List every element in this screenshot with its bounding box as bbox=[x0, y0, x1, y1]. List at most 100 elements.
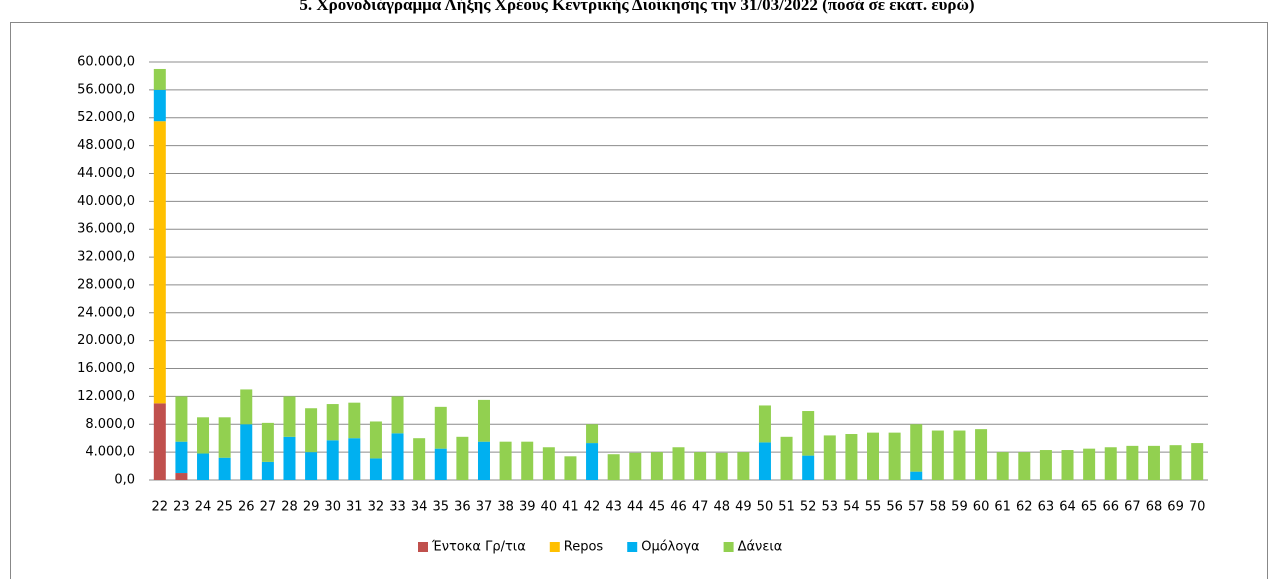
bar-segment bbox=[996, 452, 1009, 480]
x-tick-label: 66 bbox=[1102, 500, 1119, 515]
bar-segment bbox=[218, 457, 231, 480]
x-tick-label: 35 bbox=[432, 500, 449, 515]
x-tick-label: 42 bbox=[584, 500, 601, 515]
bar-segment bbox=[758, 442, 771, 480]
bar-segment bbox=[542, 447, 555, 480]
x-tick-label: 36 bbox=[454, 500, 471, 515]
bar-segment bbox=[780, 436, 793, 480]
bar-segment bbox=[240, 389, 253, 425]
x-tick-label: 23 bbox=[173, 500, 190, 515]
legend-swatch bbox=[418, 542, 428, 552]
x-tick-label: 58 bbox=[930, 500, 947, 515]
bar-segment bbox=[153, 121, 166, 404]
bar-segment bbox=[802, 411, 815, 456]
legend-swatch bbox=[627, 542, 638, 552]
x-tick-label: 34 bbox=[411, 500, 428, 515]
legend-label: Έντοκα Γρ/τια bbox=[431, 540, 526, 555]
x-tick-label: 29 bbox=[303, 500, 320, 515]
x-tick-label: 25 bbox=[216, 500, 233, 515]
x-tick-label: 65 bbox=[1081, 500, 1098, 515]
y-tick-label: 48.000,0 bbox=[77, 138, 135, 153]
bar-segment bbox=[305, 408, 318, 453]
legend-swatch bbox=[549, 542, 560, 552]
x-tick-label: 56 bbox=[886, 500, 903, 515]
bar-segment bbox=[607, 454, 620, 480]
bar-segment bbox=[283, 436, 296, 480]
bar-segment bbox=[326, 440, 339, 480]
bar-segment bbox=[305, 452, 318, 480]
x-tick-label: 67 bbox=[1124, 500, 1141, 515]
bar-segment bbox=[434, 448, 447, 480]
bar-segment bbox=[175, 396, 188, 442]
bar-segment bbox=[975, 429, 988, 480]
bar-segment bbox=[175, 473, 188, 480]
legend-label: Δάνεια bbox=[738, 540, 783, 555]
chart-title: 5. Χρονοδιάγραμμα Λήξης Χρέους Κεντρικής… bbox=[299, 0, 974, 14]
x-tick-label: 27 bbox=[260, 500, 277, 515]
bar-segment bbox=[391, 433, 404, 480]
bar-segment bbox=[823, 435, 836, 480]
x-tick-label: 43 bbox=[605, 500, 622, 515]
y-tick-label: 4.000,0 bbox=[85, 445, 135, 460]
bar-segment bbox=[629, 452, 642, 480]
bar-segment bbox=[499, 441, 512, 480]
bar-segment bbox=[845, 434, 858, 480]
x-tick-label: 41 bbox=[562, 500, 579, 515]
bar-segment bbox=[1104, 447, 1117, 480]
bar-segment bbox=[1083, 448, 1096, 480]
bar-segment bbox=[564, 456, 577, 480]
y-tick-label: 24.000,0 bbox=[77, 305, 135, 320]
legend-swatch bbox=[723, 542, 734, 552]
bar-segment bbox=[715, 452, 728, 480]
bar-segment bbox=[456, 436, 469, 480]
x-tick-label: 31 bbox=[346, 500, 363, 515]
x-tick-label: 60 bbox=[973, 500, 990, 515]
bar-segment bbox=[369, 421, 382, 459]
chart-border bbox=[10, 22, 1268, 579]
x-tick-label: 70 bbox=[1189, 500, 1206, 515]
bar-segment bbox=[413, 438, 426, 480]
bar-segment bbox=[218, 417, 231, 458]
bar-segment bbox=[477, 399, 490, 442]
y-tick-label: 36.000,0 bbox=[77, 222, 135, 237]
bar-segment bbox=[261, 461, 274, 480]
bar-segment bbox=[326, 404, 339, 441]
y-tick-label: 20.000,0 bbox=[77, 333, 135, 348]
y-tick-label: 8.000,0 bbox=[85, 417, 135, 432]
x-tick-label: 37 bbox=[476, 500, 493, 515]
bar-segment bbox=[737, 452, 750, 480]
x-tick-label: 45 bbox=[649, 500, 666, 515]
bar-segment bbox=[434, 406, 447, 449]
legend-label: Repos bbox=[564, 540, 604, 555]
bar-segment bbox=[586, 443, 599, 480]
y-tick-label: 40.000,0 bbox=[77, 194, 135, 209]
bar-segment bbox=[931, 430, 944, 480]
x-tick-label: 39 bbox=[519, 500, 536, 515]
bar-segment bbox=[153, 89, 166, 122]
x-tick-label: 54 bbox=[843, 500, 860, 515]
bar-segment bbox=[758, 405, 771, 443]
x-tick-label: 44 bbox=[627, 500, 644, 515]
x-tick-label: 32 bbox=[368, 500, 385, 515]
bar-segment bbox=[586, 424, 599, 444]
bar-segment bbox=[348, 438, 361, 480]
bar-segment bbox=[694, 452, 707, 480]
bar-segment bbox=[1039, 450, 1052, 480]
x-tick-label: 49 bbox=[735, 500, 752, 515]
legend-label: Ομόλογα bbox=[641, 540, 699, 555]
bar-segment bbox=[1126, 445, 1139, 480]
bar-segment bbox=[391, 396, 404, 434]
x-tick-label: 50 bbox=[757, 500, 774, 515]
y-tick-label: 56.000,0 bbox=[77, 82, 135, 97]
bar-segment bbox=[153, 403, 166, 480]
bar-segment bbox=[1147, 445, 1160, 480]
bar-segment bbox=[348, 402, 361, 439]
bar-segment bbox=[650, 452, 663, 480]
bar-segment bbox=[283, 396, 296, 437]
bar-segment bbox=[477, 441, 490, 480]
bar-segment bbox=[1169, 445, 1182, 480]
bar-segment bbox=[1191, 443, 1204, 480]
x-tick-label: 48 bbox=[713, 500, 730, 515]
x-tick-label: 61 bbox=[994, 500, 1011, 515]
